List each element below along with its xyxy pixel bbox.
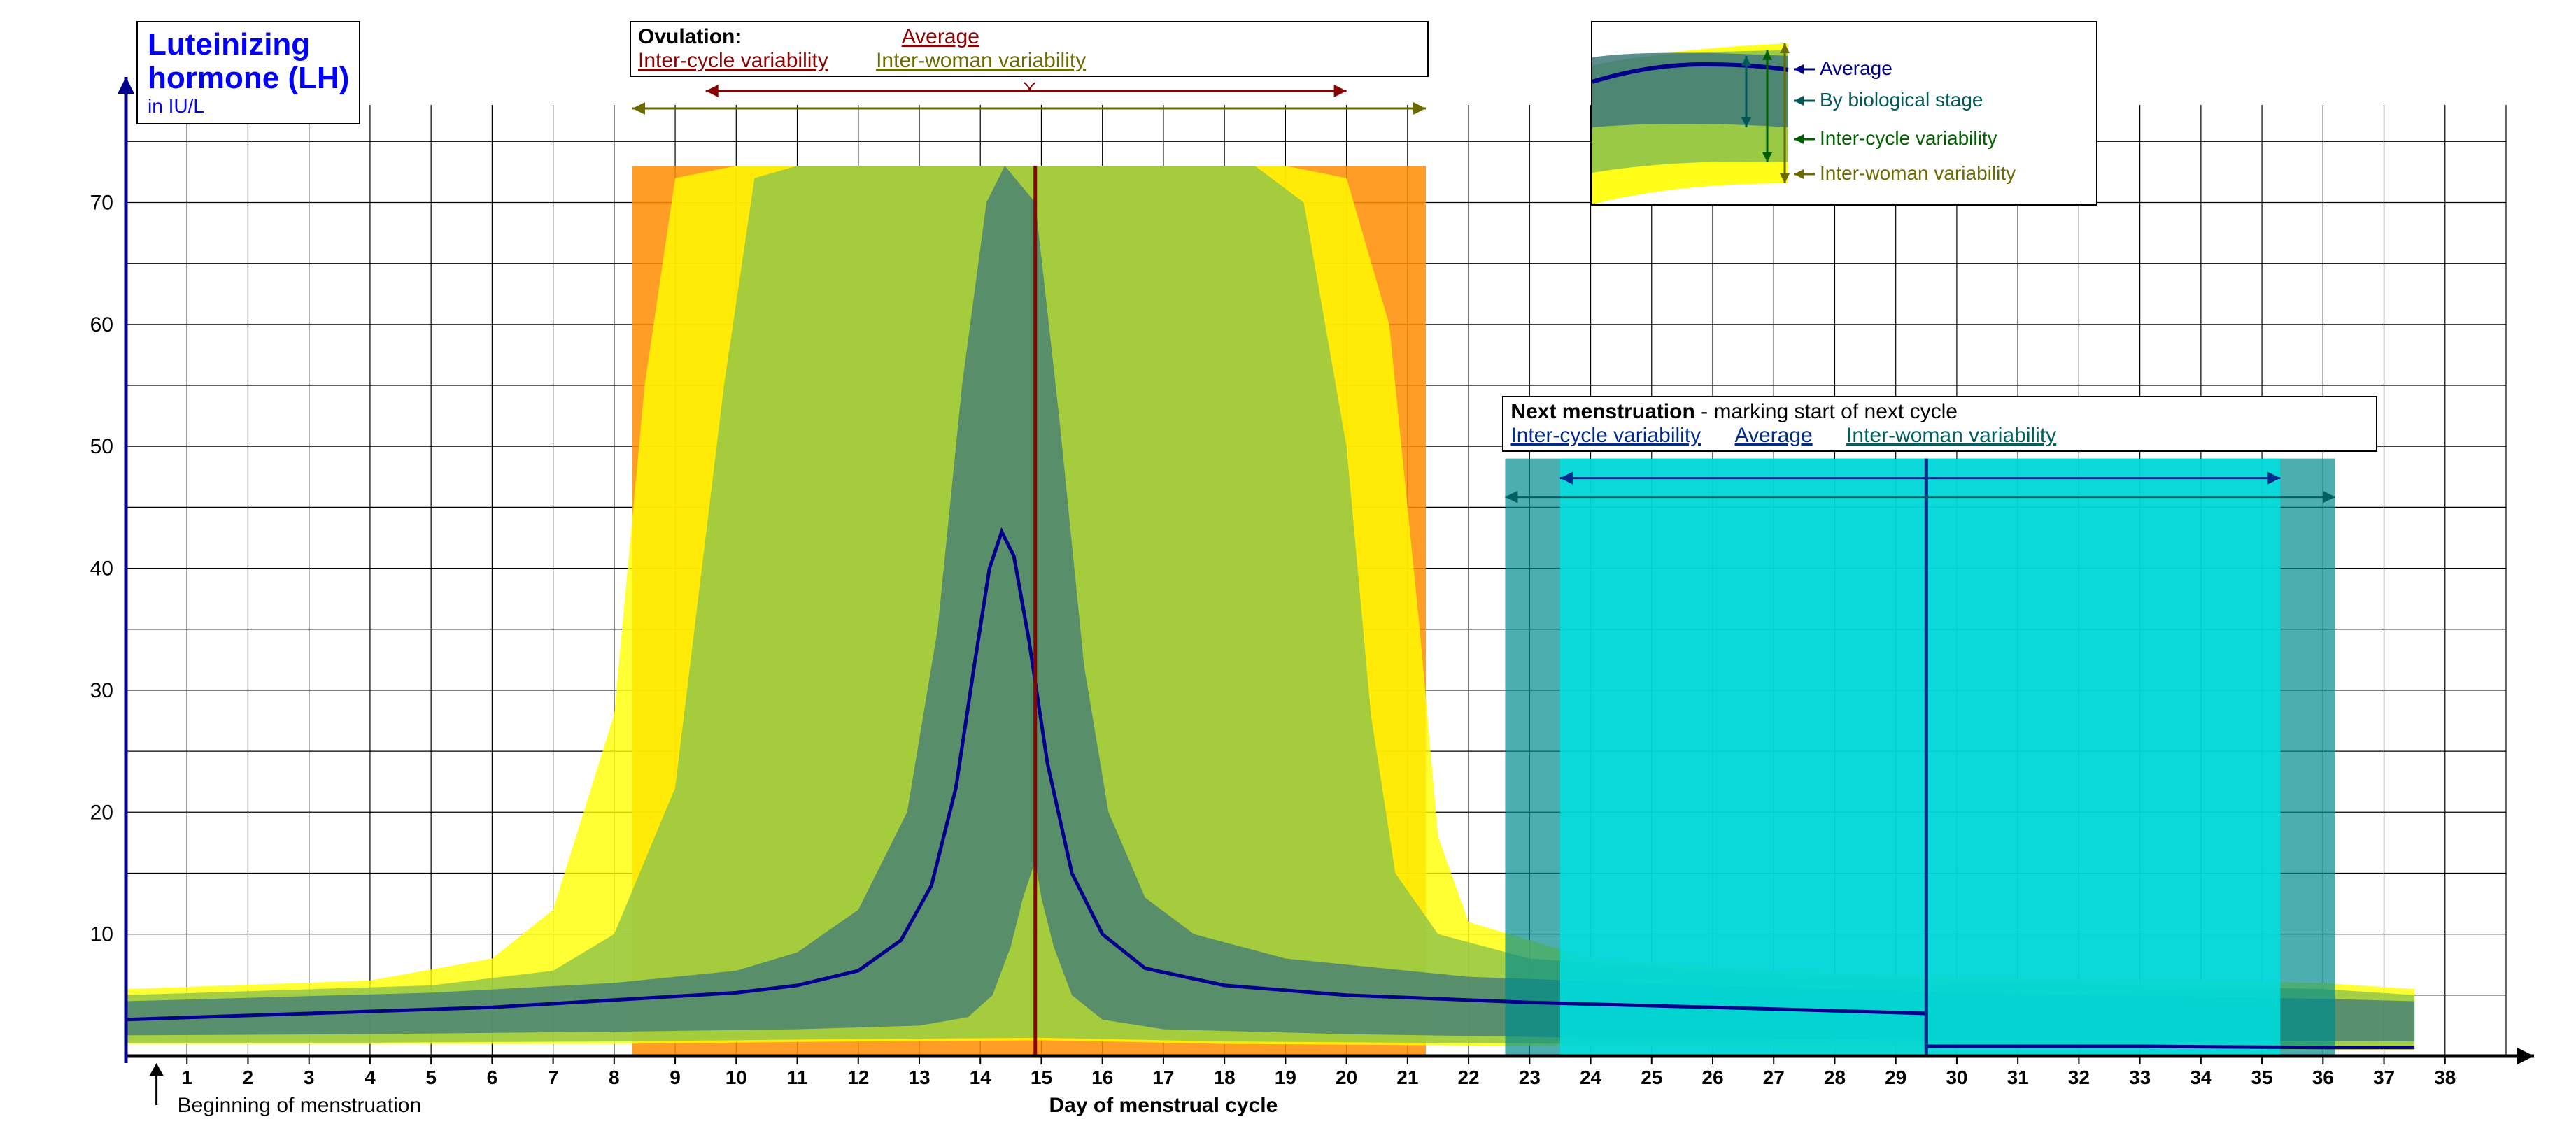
svg-text:38: 38 — [2434, 1067, 2456, 1088]
svg-text:10: 10 — [726, 1067, 747, 1088]
chart-unit: in IU/L — [148, 96, 349, 117]
legend-canvas: Average By biological stage Inter-cycle va… — [1592, 22, 2096, 204]
svg-text:22: 22 — [1457, 1067, 1479, 1088]
svg-text:13: 13 — [908, 1067, 930, 1088]
svg-text:26: 26 — [1701, 1067, 1723, 1088]
svg-text:Inter-woman variability: Inter-woman variability — [1820, 162, 2016, 184]
lh-chart: 1234567891011121314151617181920212223242… — [0, 0, 2576, 1147]
svg-text:6: 6 — [487, 1067, 498, 1088]
svg-text:2: 2 — [243, 1067, 254, 1088]
chart-title-line1: Luteinizing — [148, 28, 349, 62]
svg-text:24: 24 — [1580, 1067, 1602, 1088]
svg-text:21: 21 — [1396, 1067, 1418, 1088]
svg-text:37: 37 — [2373, 1067, 2395, 1088]
svg-text:3: 3 — [304, 1067, 315, 1088]
svg-text:36: 36 — [2312, 1067, 2334, 1088]
svg-text:70: 70 — [90, 191, 113, 214]
svg-text:29: 29 — [1885, 1067, 1906, 1088]
svg-text:25: 25 — [1641, 1067, 1662, 1088]
svg-text:1: 1 — [181, 1067, 192, 1088]
svg-text:11: 11 — [787, 1067, 808, 1088]
svg-text:50: 50 — [90, 435, 113, 458]
legend-inset: Average By biological stage Inter-cycle va… — [1591, 21, 2097, 206]
svg-text:By biological stage: By biological stage — [1820, 89, 1983, 111]
svg-text:5: 5 — [425, 1067, 437, 1088]
ovulation-interwoman-label: Inter-woman variability — [876, 49, 1086, 72]
svg-text:17: 17 — [1152, 1067, 1174, 1088]
svg-text:Day of menstrual cycle: Day of menstrual cycle — [1049, 1094, 1278, 1117]
next-title: Next menstruation — [1510, 400, 1694, 423]
ovulation-title: Ovulation: — [638, 25, 742, 48]
svg-text:7: 7 — [548, 1067, 559, 1088]
next-average-label: Average — [1735, 424, 1813, 447]
next-interwoman-label: Inter-woman variability — [1846, 424, 2056, 447]
svg-text:9: 9 — [670, 1067, 681, 1088]
svg-text:34: 34 — [2190, 1067, 2212, 1088]
chart-title-box: Luteinizing hormone (LH) in IU/L — [136, 21, 360, 124]
next-suffix: - marking start of next cycle — [1701, 400, 1958, 423]
next-menstruation-label-box: Next menstruation - marking start of nex… — [1502, 396, 2377, 452]
next-intercycle-label: Inter-cycle variability — [1510, 424, 1701, 447]
svg-text:20: 20 — [90, 801, 113, 824]
svg-text:Average: Average — [1820, 57, 1892, 79]
svg-text:30: 30 — [90, 679, 113, 702]
svg-text:18: 18 — [1214, 1067, 1236, 1088]
ovulation-average-label: Average — [902, 25, 979, 48]
svg-text:8: 8 — [609, 1067, 620, 1088]
svg-text:15: 15 — [1031, 1067, 1052, 1088]
svg-text:28: 28 — [1824, 1067, 1846, 1088]
svg-text:60: 60 — [90, 313, 113, 336]
svg-text:40: 40 — [90, 557, 113, 580]
ovulation-intercycle-label: Inter-cycle variability — [638, 49, 828, 72]
svg-text:30: 30 — [1946, 1067, 1967, 1088]
svg-text:31: 31 — [2007, 1067, 2029, 1088]
chart-canvas: 1234567891011121314151617181920212223242… — [0, 0, 2576, 1147]
chart-title-line2: hormone (LH) — [148, 62, 349, 95]
svg-text:Beginning of menstruation: Beginning of menstruation — [178, 1094, 422, 1117]
svg-text:35: 35 — [2251, 1067, 2272, 1088]
ovulation-label-box: Ovulation: Average Inter-cycle variabili… — [630, 21, 1429, 77]
svg-text:33: 33 — [2129, 1067, 2151, 1088]
svg-text:14: 14 — [970, 1067, 992, 1088]
svg-text:27: 27 — [1763, 1067, 1785, 1088]
svg-text:4: 4 — [365, 1067, 376, 1088]
svg-text:10: 10 — [90, 923, 113, 946]
svg-text:20: 20 — [1336, 1067, 1357, 1088]
svg-text:Inter-cycle variability: Inter-cycle variability — [1820, 127, 1997, 149]
svg-text:19: 19 — [1275, 1067, 1296, 1088]
svg-text:23: 23 — [1519, 1067, 1541, 1088]
svg-text:12: 12 — [847, 1067, 869, 1088]
svg-text:16: 16 — [1091, 1067, 1113, 1088]
svg-text:32: 32 — [2068, 1067, 2090, 1088]
